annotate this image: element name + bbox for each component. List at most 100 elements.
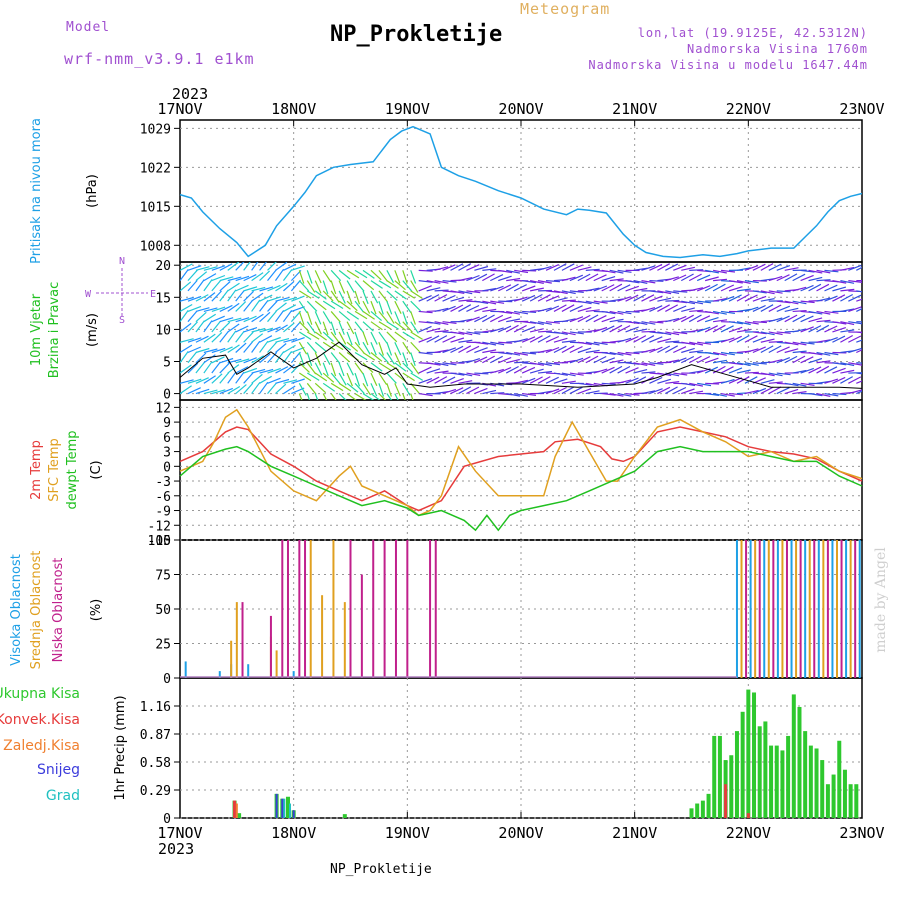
wind-barb (808, 276, 823, 282)
wind-barb (848, 362, 862, 366)
wind-barb (187, 321, 198, 333)
wind-barb (474, 356, 488, 364)
wind-barb (251, 373, 263, 384)
wind-barb (514, 338, 528, 343)
wind-barb (688, 273, 702, 282)
wind-barb (187, 265, 202, 271)
wind-barb (243, 274, 257, 282)
wind-barb (728, 286, 743, 292)
wind-barb (736, 293, 750, 302)
wind-barb (760, 290, 775, 295)
precip-bar (285, 796, 290, 818)
wind-barb (378, 311, 389, 323)
wind-barb (545, 362, 560, 366)
wind-barb (386, 383, 392, 397)
wind-barb (808, 317, 823, 323)
wind-barb (482, 314, 495, 323)
wind-barb (641, 362, 656, 366)
wind-barb (537, 335, 551, 343)
wind-barb (195, 388, 210, 395)
wind-barb (482, 389, 497, 395)
wind-barb (466, 290, 481, 294)
wind-barb (235, 275, 250, 282)
wind-barb (322, 311, 332, 324)
wind-barb (768, 359, 783, 364)
wind-barb (736, 267, 751, 271)
wind-barb (505, 283, 519, 292)
wind-barb (553, 263, 567, 271)
wind-barb (601, 269, 616, 274)
wind-barb (490, 392, 505, 395)
cloud-bar (235, 602, 238, 678)
wind-barb (569, 372, 584, 376)
wind-barb (338, 290, 346, 304)
wind-barb (362, 269, 375, 279)
wind-barb (259, 375, 273, 384)
wind-barb (434, 376, 448, 384)
wind-barb (426, 321, 441, 325)
wind-barb (792, 286, 807, 292)
y-tick-label: 1029 (140, 122, 171, 137)
wind-barb (227, 323, 240, 333)
wind-barb (187, 362, 199, 374)
wind-barb (792, 314, 806, 323)
wind-barb (314, 362, 323, 376)
wind-barb (577, 388, 592, 395)
cloud-bar-dense (817, 540, 820, 678)
wind-barb (291, 378, 305, 384)
wind-barb (306, 311, 313, 325)
wind-barb (593, 274, 607, 282)
wind-barb (641, 390, 656, 395)
wind-barb (203, 313, 217, 323)
wind-barb (689, 382, 704, 387)
wind-barb (378, 331, 388, 344)
wind-barb (259, 353, 271, 364)
precip-bar (717, 735, 722, 818)
wind-barb (665, 263, 679, 271)
wind-barb (474, 341, 489, 345)
wind-barb (450, 296, 465, 302)
precip-bar (808, 745, 813, 818)
compass-w: W (85, 289, 92, 300)
cloud-bar-dense (804, 540, 807, 678)
wind-barb (840, 376, 853, 384)
wind-barb (569, 316, 584, 323)
wind-barb (482, 273, 495, 282)
wind-barb (521, 294, 536, 302)
wind-barb (298, 393, 303, 400)
wind-barb (537, 280, 552, 284)
wind-barb (203, 273, 217, 282)
wind-barb (521, 366, 536, 374)
wind-barb (657, 290, 672, 295)
wind-barb (856, 266, 862, 271)
wind-barb (434, 289, 449, 292)
wind-barb (537, 370, 553, 374)
wind-barb (251, 313, 264, 323)
precip-bar (814, 748, 819, 818)
cloud-bar (281, 540, 284, 678)
wind-barb (673, 315, 687, 323)
wind-barb (394, 372, 407, 383)
wind-barb (752, 295, 767, 302)
wind-barb (545, 388, 560, 395)
wind-barb (736, 376, 750, 384)
wind-barb (625, 285, 639, 292)
wind-barb (680, 314, 694, 323)
wind-barb (641, 265, 655, 271)
wind-barb (290, 321, 302, 333)
wind-barb (482, 341, 497, 346)
y-tick-label: -15 (148, 534, 171, 549)
wind-barb (235, 289, 245, 302)
cloud-bar-dense (781, 540, 784, 678)
wind-barb (219, 372, 230, 384)
wind-barb (577, 356, 591, 364)
wind-barb (187, 280, 198, 292)
precip-label-0: Ukupna Kisa (0, 686, 80, 702)
wind-barb (330, 269, 342, 282)
x-tick-label-top: 20NOV (498, 100, 543, 118)
cloud-bar (332, 540, 335, 678)
wind-barb (713, 278, 728, 282)
wind-barb (386, 270, 395, 283)
cloud-bar (269, 615, 272, 678)
wind-barb (274, 268, 285, 281)
